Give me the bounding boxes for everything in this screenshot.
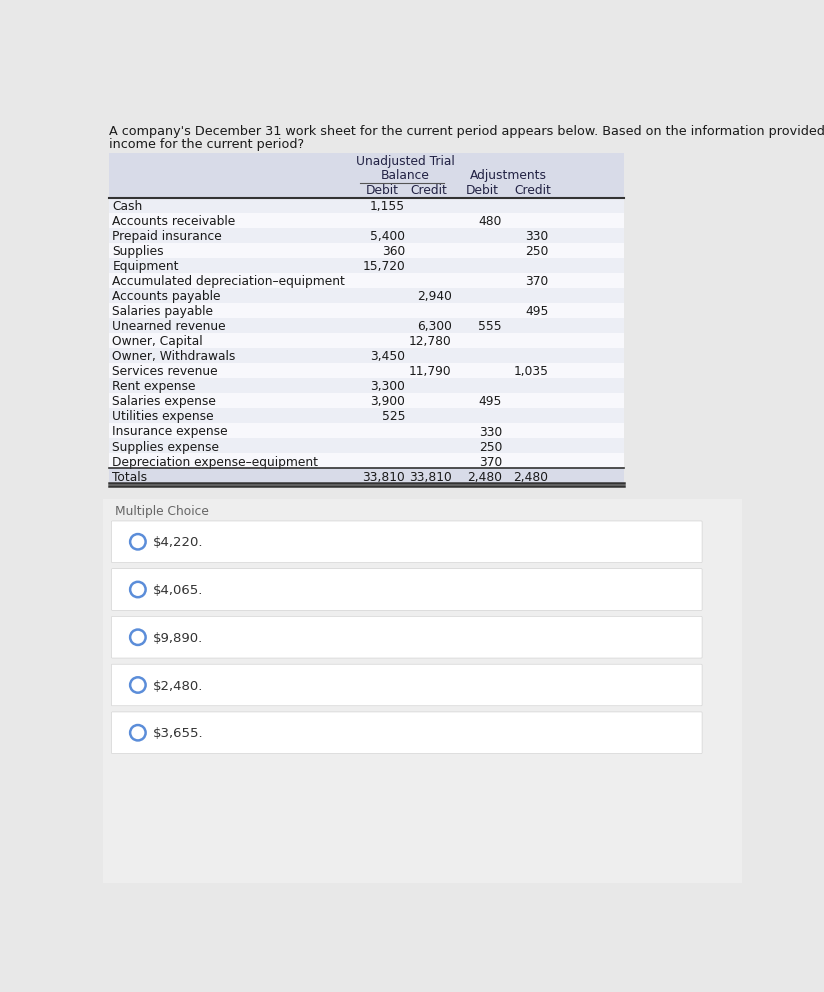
Text: 33,810: 33,810	[409, 470, 452, 483]
Bar	[110, 438, 624, 453]
Bar	[110, 273, 624, 288]
Text: Rent expense: Rent expense	[112, 381, 196, 394]
Text: 3,900: 3,900	[370, 396, 405, 409]
Text: Salaries expense: Salaries expense	[112, 396, 216, 409]
Bar	[110, 304, 624, 318]
Bar	[110, 228, 624, 243]
Text: 33,810: 33,810	[363, 470, 405, 483]
Text: Accounts payable: Accounts payable	[112, 291, 221, 304]
Bar	[110, 393, 624, 408]
Text: Cash: Cash	[112, 200, 143, 213]
Bar	[110, 468, 624, 483]
Text: Adjustments: Adjustments	[470, 170, 546, 183]
Text: Multiple Choice: Multiple Choice	[115, 505, 208, 518]
Text: Unadjusted Trial: Unadjusted Trial	[356, 155, 455, 169]
Text: 330: 330	[479, 426, 502, 438]
Text: 250: 250	[479, 440, 502, 453]
Text: Totals: Totals	[112, 470, 147, 483]
Text: 11,790: 11,790	[410, 365, 452, 378]
Bar	[110, 153, 624, 483]
Text: Prepaid insurance: Prepaid insurance	[112, 230, 222, 243]
Text: 12,780: 12,780	[409, 335, 452, 348]
Text: 370: 370	[526, 276, 549, 289]
Text: Debit: Debit	[466, 185, 499, 197]
Text: 3,450: 3,450	[370, 350, 405, 363]
Text: Equipment: Equipment	[112, 260, 179, 274]
Bar	[110, 363, 624, 378]
Text: Accounts receivable: Accounts receivable	[112, 215, 236, 228]
Bar	[110, 213, 624, 228]
Text: 495: 495	[479, 396, 502, 409]
Text: 480: 480	[479, 215, 502, 228]
FancyBboxPatch shape	[111, 616, 702, 658]
Text: 2,940: 2,940	[417, 291, 452, 304]
Text: 495: 495	[525, 306, 549, 318]
Text: $4,220.: $4,220.	[153, 537, 204, 550]
Text: Supplies expense: Supplies expense	[112, 440, 219, 453]
Text: Unearned revenue: Unearned revenue	[112, 320, 226, 333]
Text: Owner, Capital: Owner, Capital	[112, 335, 203, 348]
Text: 525: 525	[382, 411, 405, 424]
Text: 3,300: 3,300	[370, 381, 405, 394]
Bar	[110, 153, 624, 198]
Text: $2,480.: $2,480.	[153, 680, 204, 692]
Text: Accumulated depreciation–equipment: Accumulated depreciation–equipment	[112, 276, 345, 289]
Bar	[110, 453, 624, 468]
Text: 2,480: 2,480	[513, 470, 549, 483]
Text: $9,890.: $9,890.	[153, 632, 204, 645]
Text: 15,720: 15,720	[363, 260, 405, 274]
Text: 1,035: 1,035	[513, 365, 549, 378]
Text: Balance: Balance	[381, 170, 429, 183]
Text: $4,065.: $4,065.	[153, 584, 204, 597]
Text: Depreciation expense–equipment: Depreciation expense–equipment	[112, 455, 318, 468]
Text: Utilities expense: Utilities expense	[112, 411, 214, 424]
Text: Insurance expense: Insurance expense	[112, 426, 228, 438]
Bar	[110, 243, 624, 258]
Bar	[110, 408, 624, 424]
Bar	[110, 378, 624, 393]
Text: Credit: Credit	[515, 185, 551, 197]
Text: 1,155: 1,155	[370, 200, 405, 213]
Text: Owner, Withdrawals: Owner, Withdrawals	[112, 350, 236, 363]
Text: 330: 330	[526, 230, 549, 243]
FancyBboxPatch shape	[111, 521, 702, 562]
Text: Salaries payable: Salaries payable	[112, 306, 213, 318]
FancyBboxPatch shape	[111, 712, 702, 754]
Bar	[110, 288, 624, 304]
Text: Credit: Credit	[410, 185, 447, 197]
Text: Supplies: Supplies	[112, 245, 164, 258]
FancyBboxPatch shape	[111, 665, 702, 705]
Text: A company's December 31 work sheet for the current period appears below. Based o: A company's December 31 work sheet for t…	[110, 125, 824, 138]
Text: 555: 555	[479, 320, 502, 333]
Text: $3,655.: $3,655.	[153, 727, 204, 740]
Bar	[110, 198, 624, 213]
Bar	[110, 333, 624, 348]
Bar	[110, 424, 624, 438]
Text: 360: 360	[382, 245, 405, 258]
Bar	[110, 318, 624, 333]
Text: 5,400: 5,400	[370, 230, 405, 243]
Text: 6,300: 6,300	[417, 320, 452, 333]
Bar	[110, 348, 624, 363]
Text: 250: 250	[525, 245, 549, 258]
Text: income for the current period?: income for the current period?	[110, 138, 304, 151]
Text: 2,480: 2,480	[467, 470, 502, 483]
Bar	[103, 499, 742, 883]
Text: 370: 370	[479, 455, 502, 468]
Bar	[110, 258, 624, 273]
Text: Services revenue: Services revenue	[112, 365, 218, 378]
FancyBboxPatch shape	[111, 568, 702, 610]
Text: Debit: Debit	[366, 185, 399, 197]
